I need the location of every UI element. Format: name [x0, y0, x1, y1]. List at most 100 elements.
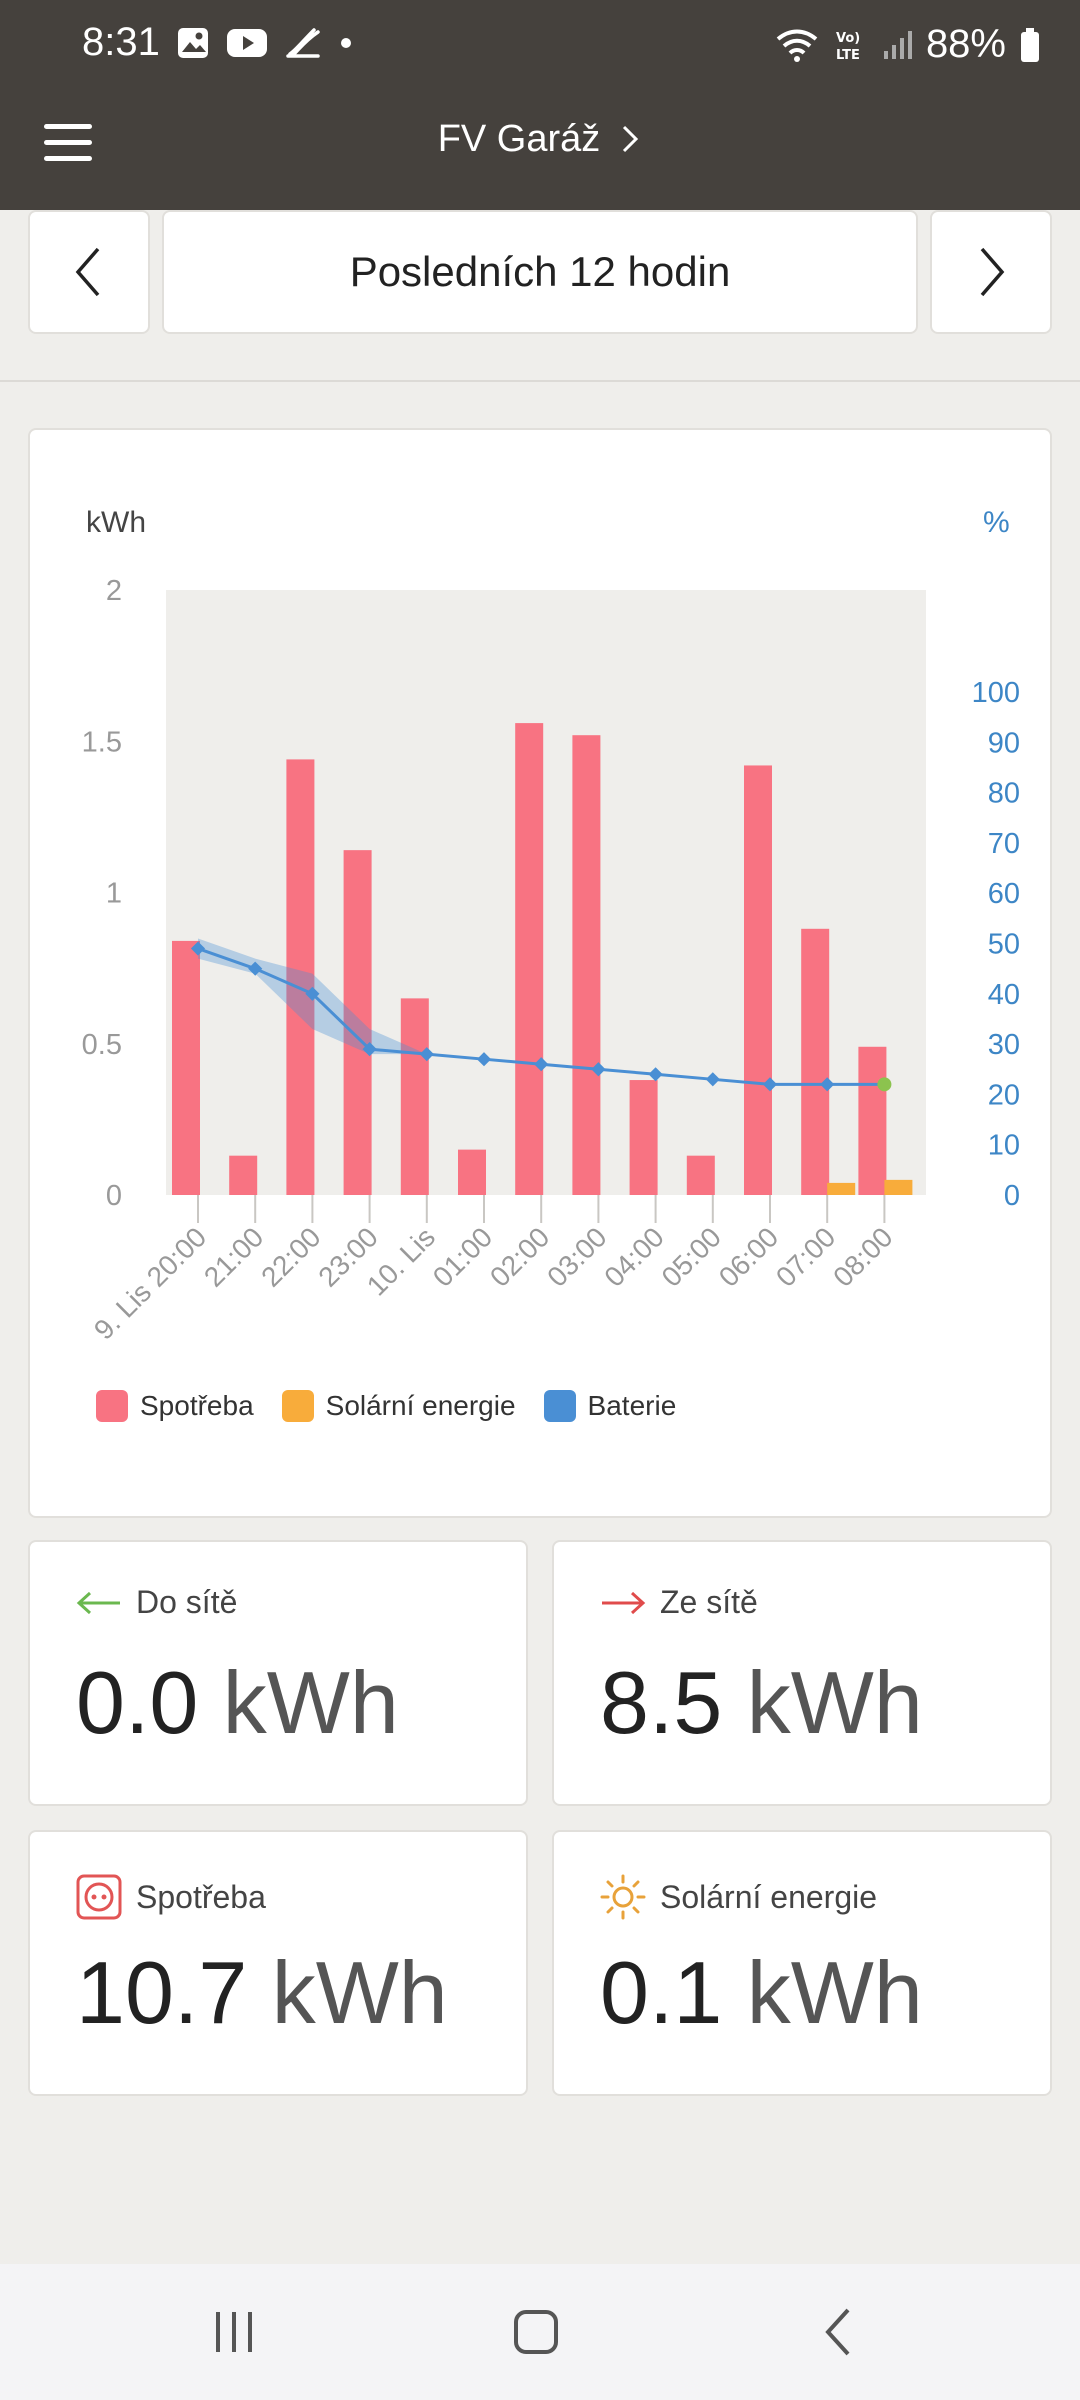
section-divider	[0, 380, 1080, 382]
y2-tick-label: 100	[972, 677, 1020, 709]
stat-label-solar: Solární energie	[600, 1874, 877, 1920]
consumption-bar[interactable]	[172, 940, 200, 1195]
consumption-bar[interactable]	[229, 1155, 258, 1195]
consumption-bar[interactable]	[343, 850, 372, 1195]
legend-swatch-solar	[281, 1390, 314, 1422]
consumption-bar[interactable]	[515, 723, 544, 1195]
stat-title-consumption: Spotřeba	[136, 1878, 266, 1915]
stat-value-from-grid: 8.5 kWh	[600, 1652, 923, 1754]
battery-point[interactable]	[362, 1042, 377, 1057]
battery-point[interactable]	[762, 1077, 778, 1092]
x-tick-label: 06:00	[713, 1221, 784, 1292]
svg-text:Vo): Vo)	[836, 31, 860, 46]
legend-item-solar[interactable]: Solární energie	[281, 1390, 516, 1422]
x-tick-label: 21:00	[198, 1221, 269, 1292]
x-tick-label: 04:00	[598, 1221, 669, 1292]
left-axis-ticks: 0 0.5 1 1.5 2	[82, 575, 122, 1212]
next-range-button[interactable]	[930, 210, 1052, 334]
legend-item-consumption[interactable]: Spotřeba	[96, 1390, 254, 1422]
consumption-bar[interactable]	[286, 759, 315, 1195]
stat-value-consumption: 10.7 kWh	[76, 1942, 448, 2044]
x-tick-label: 9. Lis 20:00	[88, 1221, 212, 1345]
previous-range-button[interactable]	[28, 210, 150, 334]
battery-point[interactable]	[419, 1047, 434, 1062]
solar-bar[interactable]	[884, 1179, 913, 1195]
y2-tick-label: 90	[988, 727, 1020, 759]
consumption-bar[interactable]	[572, 735, 601, 1195]
battery-percent: 88%	[925, 22, 1006, 66]
battery-icon	[1021, 27, 1039, 62]
power-outlet-icon	[76, 1874, 122, 1920]
chevron-right-icon	[623, 125, 639, 153]
consumption-bar[interactable]	[744, 765, 772, 1195]
battery-point[interactable]	[705, 1072, 720, 1087]
stat-unit-to-grid: kWh	[222, 1653, 399, 1752]
stat-label-consumption: Spotřeba	[76, 1874, 266, 1920]
x-tick-label: 02:00	[484, 1221, 555, 1292]
x-tick-label: 05:00	[656, 1221, 727, 1292]
signal-icon	[883, 30, 912, 59]
status-notification-icons	[176, 26, 354, 60]
y-tick-label: 2	[106, 575, 122, 607]
recent-apps-icon[interactable]	[204, 2302, 264, 2362]
site-title-text: FV Garáž	[437, 118, 601, 160]
stat-value-to-grid: 0.0 kWh	[76, 1652, 399, 1754]
hamburger-menu-icon[interactable]	[44, 124, 92, 174]
stat-label-to-grid: Do sítě	[76, 1584, 237, 1621]
battery-current-point[interactable]	[877, 1077, 892, 1092]
battery-point[interactable]	[248, 961, 263, 976]
stat-title-to-grid: Do sítě	[136, 1584, 238, 1620]
legend-item-battery[interactable]: Baterie	[543, 1390, 677, 1422]
status-system-icons: Vo) LTE 88%	[774, 22, 1040, 67]
battery-point[interactable]	[534, 1057, 549, 1072]
energy-chart[interactable]: kWh % 0 0.5 1 1.5 2 0 10 20 30 40 50 60 70 80 90 100 9…	[0, 0, 1080, 1400]
x-tick-label: 03:00	[541, 1221, 612, 1292]
battery-point[interactable]	[591, 1062, 606, 1077]
battery-point[interactable]	[190, 941, 206, 956]
y2-tick-label: 30	[988, 1029, 1020, 1061]
consumption-bar[interactable]	[858, 1046, 887, 1195]
battery-point[interactable]	[820, 1077, 835, 1092]
y2-tick-label: 70	[988, 828, 1020, 860]
y-tick-label: 1.5	[82, 726, 122, 758]
consumption-bar[interactable]	[458, 1149, 486, 1195]
stat-unit-consumption: kWh	[271, 1943, 448, 2042]
back-icon[interactable]	[810, 2302, 870, 2362]
chart-legend: Spotřeba Solární energie Baterie	[96, 1390, 680, 1422]
stat-title-from-grid: Ze sítě	[660, 1584, 758, 1620]
site-title[interactable]: FV Garáž	[0, 118, 1080, 161]
battery-point[interactable]	[648, 1067, 663, 1082]
stat-unit-from-grid: kWh	[746, 1653, 923, 1752]
legend-label-battery: Baterie	[587, 1390, 677, 1421]
y2-tick-label: 60	[988, 878, 1020, 910]
stat-number-to-grid: 0.0	[76, 1653, 199, 1752]
x-tick-label: 07:00	[770, 1221, 841, 1292]
consumption-bar[interactable]	[400, 998, 429, 1195]
range-selector-button[interactable]: Posledních 12 hodin	[162, 210, 918, 334]
stat-number-consumption: 10.7	[76, 1943, 248, 2042]
battery-point[interactable]	[476, 1052, 492, 1067]
right-axis-ticks: 0 10 20 30 40 50 60 70 80 90 100	[972, 677, 1020, 1212]
y2-tick-label: 50	[988, 929, 1020, 961]
consumption-bar[interactable]	[686, 1155, 715, 1195]
consumption-bar[interactable]	[629, 1080, 658, 1195]
x-tick-label: 01:00	[427, 1221, 498, 1292]
y2-tick-label: 20	[988, 1079, 1020, 1111]
y-tick-label: 0	[106, 1180, 122, 1212]
chevron-right-icon	[980, 247, 1005, 297]
battery-line-series	[190, 938, 892, 1092]
arrow-left-icon	[76, 1591, 120, 1614]
system-navigation-bar	[0, 2264, 1080, 2400]
app-bar: FV Garáž	[0, 90, 1080, 210]
y2-tick-label: 80	[988, 778, 1020, 810]
consumption-bar[interactable]	[801, 928, 830, 1195]
solar-bar[interactable]	[827, 1182, 856, 1195]
right-axis-unit-label: %	[983, 506, 1010, 539]
battery-point[interactable]	[305, 986, 320, 1001]
x-tick-label: 08:00	[827, 1221, 898, 1292]
y2-tick-label: 40	[988, 979, 1020, 1011]
home-icon[interactable]	[506, 2302, 566, 2362]
y-tick-label: 0.5	[82, 1029, 122, 1061]
status-time: 8:31	[82, 20, 160, 64]
x-tick-label: 22:00	[255, 1221, 326, 1292]
